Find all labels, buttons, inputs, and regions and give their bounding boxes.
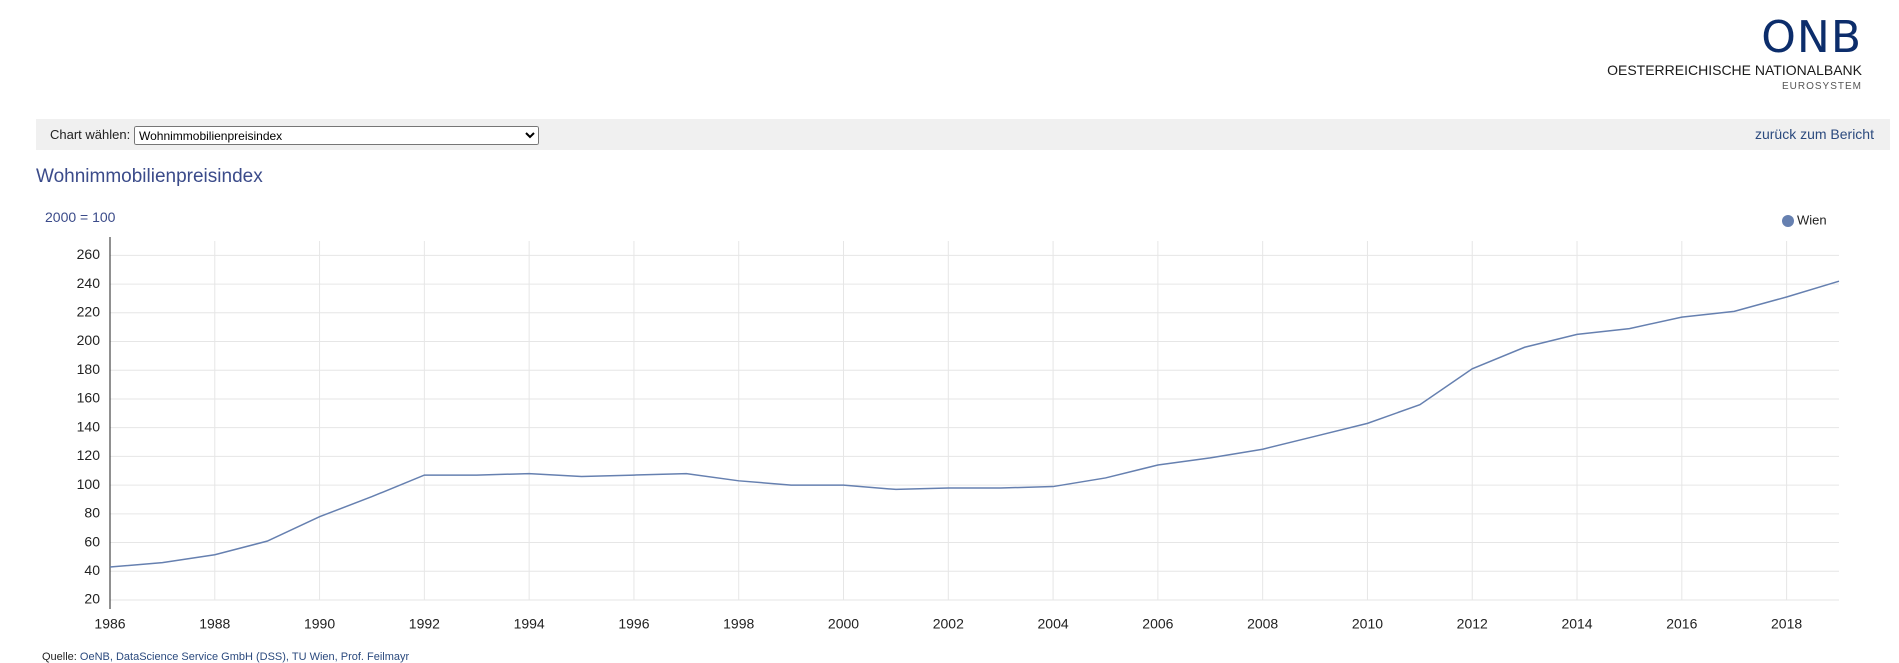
- source: Quelle: OeNB, DataScience Service GmbH (…: [42, 651, 409, 663]
- source-text: OeNB, DataScience Service GmbH (DSS), TU…: [79, 651, 410, 663]
- y-tick-label: 80: [84, 505, 100, 521]
- x-tick-label: 1986: [94, 616, 125, 632]
- y-tick-label: 240: [77, 275, 101, 291]
- eurosystem: EUROSYSTEM: [1781, 81, 1862, 92]
- x-tick-label: 2016: [1666, 616, 1697, 632]
- x-tick-label: 2018: [1771, 616, 1802, 632]
- x-tick-label: 1994: [514, 616, 545, 632]
- x-tick-label: 1992: [409, 616, 440, 632]
- y-tick-label: 120: [77, 447, 101, 463]
- logo: ONB: [1761, 12, 1862, 63]
- series-line: [109, 280, 1840, 568]
- x-tick-label: 2006: [1142, 616, 1173, 632]
- y-tick-label: 260: [77, 246, 101, 262]
- x-tick-label: 1988: [199, 616, 230, 632]
- x-tick-label: 2008: [1247, 616, 1278, 632]
- x-tick-label: 2004: [1038, 616, 1069, 632]
- legend-label: Wien: [1797, 212, 1827, 227]
- select-label: Chart wählen:: [50, 127, 131, 142]
- x-tick-label: 2002: [933, 616, 964, 632]
- y-tick-label: 200: [77, 332, 101, 348]
- y-tick-label: 40: [84, 562, 100, 578]
- y-tick-label: 20: [84, 591, 100, 607]
- source-label: Quelle:: [42, 651, 77, 663]
- x-tick-label: 1998: [723, 616, 754, 632]
- x-tick-label: 1990: [304, 616, 335, 632]
- chart: 20 40 60 80 100 120 140 160 180 200 220 240 260 1986 1…: [77, 212, 1840, 632]
- y-tick-label: 180: [77, 361, 101, 377]
- x-tick-label: 2010: [1352, 616, 1383, 632]
- y-tick-label: 60: [84, 533, 100, 549]
- y-tick-label: 220: [77, 304, 101, 320]
- back-link[interactable]: zurück zum Bericht: [1754, 126, 1874, 142]
- x-tick-label: 2000: [828, 616, 859, 632]
- chart-subtitle: 2000 = 100: [45, 209, 116, 225]
- x-tick-label: 1996: [618, 616, 649, 632]
- toolbar: Chart wählen: Wohnimmobilienpreisindex z…: [36, 119, 1890, 150]
- y-tick-label: 140: [77, 418, 101, 434]
- chart-title: Wohnimmobilienpreisindex: [36, 166, 263, 187]
- legend-marker: [1782, 215, 1794, 227]
- chart-select[interactable]: Wohnimmobilienpreisindex: [134, 126, 539, 145]
- x-tick-label: 2014: [1561, 616, 1592, 632]
- x-tick-label: 2012: [1457, 616, 1488, 632]
- y-tick-label: 100: [77, 476, 101, 492]
- y-tick-label: 160: [77, 390, 101, 406]
- bank-name: OESTERREICHISCHE NATIONALBANK: [1607, 62, 1862, 78]
